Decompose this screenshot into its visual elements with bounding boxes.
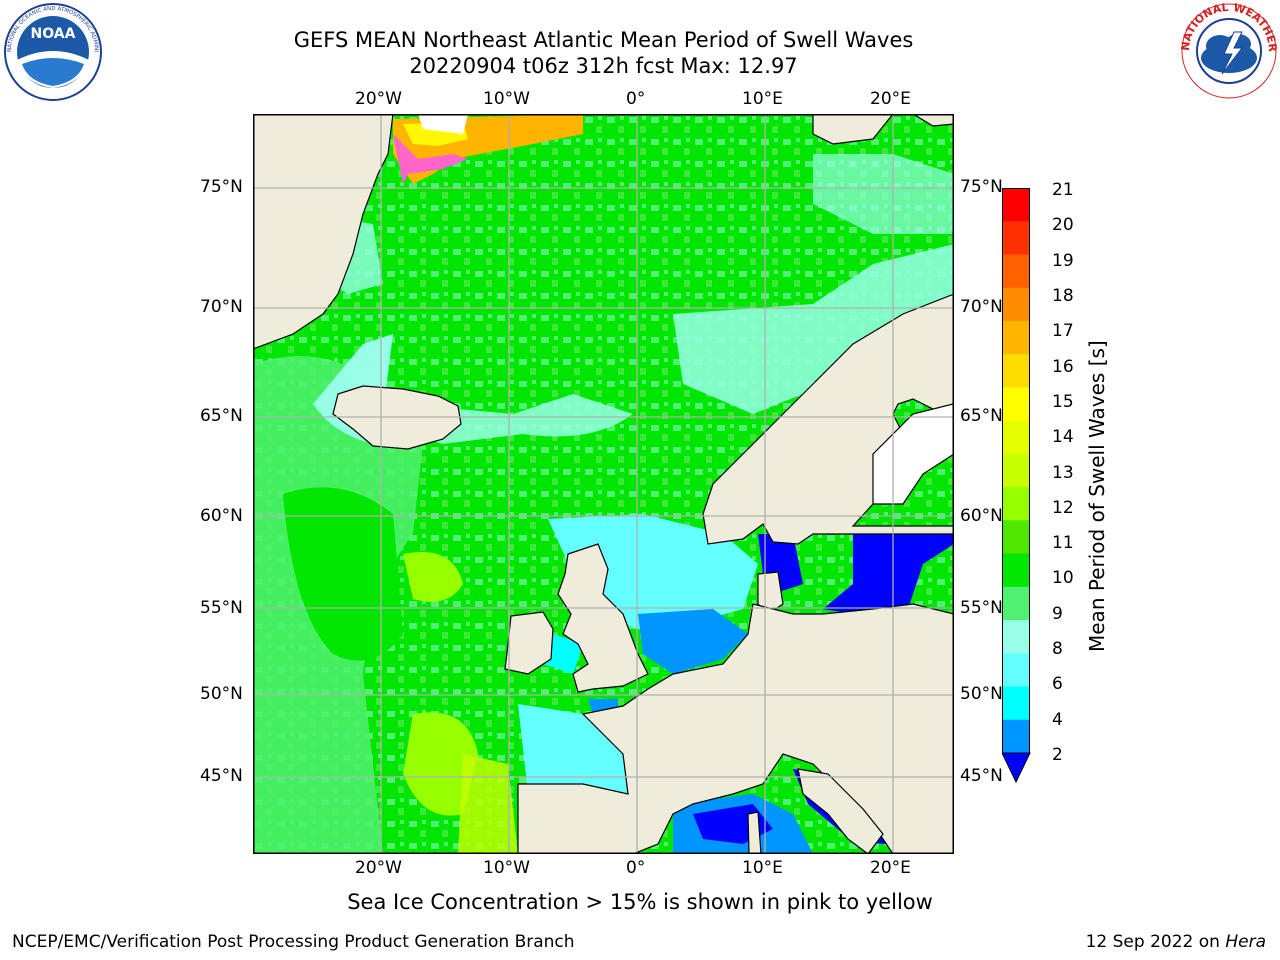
lon-label-bottom: 10°W bbox=[483, 858, 530, 878]
lon-label-bottom: 20°E bbox=[870, 858, 911, 878]
map-title: GEFS MEAN Northeast Atlantic Mean Period… bbox=[293, 28, 914, 52]
lat-label-right: 45°N bbox=[960, 766, 1003, 786]
colorbar-ticks: 21 20 19 18 17 16 15 14 13 12 11 10 9 8 6 4 2 bbox=[1052, 180, 1092, 780]
noaa-logo: NOAA NATIONAL OCEANIC AND ATMOSPHERIC AD… bbox=[0, 0, 104, 102]
colorbar-swatch bbox=[1002, 686, 1030, 721]
lat-label-left: 75°N bbox=[200, 177, 243, 197]
colorbar-tick-label: 21 bbox=[1052, 180, 1074, 200]
lon-label-bottom: 0° bbox=[626, 858, 646, 878]
colorbar-extend-arrow bbox=[1001, 752, 1031, 784]
colorbar-swatch bbox=[1002, 719, 1030, 754]
lon-label-top: 20°W bbox=[355, 89, 402, 109]
colorbar bbox=[1001, 188, 1036, 784]
colorbar-tick-label: 18 bbox=[1052, 285, 1074, 306]
lat-label-right: 75°N bbox=[960, 177, 1003, 197]
footer-host: Hera bbox=[1225, 932, 1266, 952]
colorbar-tick-label: 17 bbox=[1052, 321, 1074, 342]
colorbar-swatch bbox=[1002, 221, 1030, 255]
colorbar-swatch bbox=[1002, 254, 1030, 289]
colorbar-swatch bbox=[1002, 453, 1030, 488]
colorbar-tick-label: 12 bbox=[1052, 497, 1074, 518]
colorbar-tick-label: 4 bbox=[1052, 709, 1063, 730]
lon-label-bottom: 20°W bbox=[355, 858, 402, 878]
colorbar-tick-label: 10 bbox=[1052, 568, 1074, 589]
lat-label-left: 60°N bbox=[200, 506, 243, 526]
colorbar-swatches bbox=[1001, 188, 1031, 784]
colorbar-swatch bbox=[1002, 586, 1030, 621]
colorbar-swatch bbox=[1002, 487, 1030, 521]
colorbar-swatch bbox=[1002, 553, 1030, 588]
footer-date-text: 12 Sep 2022 on bbox=[1085, 932, 1226, 952]
lat-label-left: 55°N bbox=[200, 598, 243, 618]
colorbar-swatch bbox=[1002, 354, 1030, 388]
colorbar-swatch bbox=[1002, 287, 1030, 322]
colorbar-tick-label: 2 bbox=[1052, 745, 1063, 765]
footer-date: 12 Sep 2022 on Hera bbox=[1086, 932, 1266, 952]
lon-label-top: 0° bbox=[626, 89, 646, 109]
lat-label-left: 45°N bbox=[200, 766, 243, 786]
noaa-logo-text: NOAA bbox=[31, 26, 76, 42]
lat-label-right: 50°N bbox=[960, 684, 1003, 704]
colorbar-tick-label: 11 bbox=[1052, 533, 1074, 554]
colorbar-swatch bbox=[1002, 387, 1030, 422]
colorbar-swatch bbox=[1002, 620, 1030, 654]
lat-label-right: 55°N bbox=[960, 598, 1003, 618]
colorbar-outline bbox=[1002, 188, 1030, 754]
colorbar-tick-label: 6 bbox=[1052, 674, 1063, 695]
lon-label-top: 20°E bbox=[870, 89, 911, 109]
colorbar-swatch bbox=[1002, 320, 1030, 355]
colorbar-tick-label: 8 bbox=[1052, 639, 1063, 660]
lat-label-right: 70°N bbox=[960, 297, 1003, 317]
colorbar-tick-label: 14 bbox=[1052, 427, 1074, 448]
footer-credit: NCEP/EMC/Verification Post Processing Pr… bbox=[12, 932, 575, 952]
colorbar-swatch bbox=[1002, 520, 1030, 555]
lon-label-top: 10°E bbox=[742, 89, 783, 109]
lat-label-left: 65°N bbox=[200, 406, 243, 426]
lon-label-top: 10°W bbox=[483, 89, 530, 109]
lon-label-bottom: 10°E bbox=[742, 858, 783, 878]
map-subtitle: 20220904 t06z 312h fcst Max: 12.97 bbox=[409, 54, 798, 78]
colorbar-title: Mean Period of Swell Waves [s] bbox=[1085, 340, 1109, 652]
colorbar-tick-label: 9 bbox=[1052, 603, 1063, 624]
sea-ice-caption: Sea Ice Concentration > 15% is shown in … bbox=[347, 890, 933, 914]
colorbar-swatch bbox=[1002, 653, 1030, 688]
map-panel bbox=[252, 113, 955, 855]
colorbar-tick-label: 13 bbox=[1052, 462, 1074, 483]
colorbar-tick-label: 19 bbox=[1052, 250, 1074, 271]
colorbar-swatch bbox=[1002, 420, 1030, 455]
colorbar-tick-label: 20 bbox=[1052, 215, 1074, 236]
colorbar-tick-label: 16 bbox=[1052, 356, 1074, 377]
colorbar-swatch bbox=[1002, 188, 1030, 222]
nws-logo: NATIONAL WEATHER SERVICE bbox=[1176, 0, 1279, 100]
colorbar-tick-label: 15 bbox=[1052, 391, 1074, 412]
lat-label-right: 65°N bbox=[960, 406, 1003, 426]
lat-label-left: 50°N bbox=[200, 684, 243, 704]
lat-label-right: 60°N bbox=[960, 506, 1003, 526]
swell-map bbox=[252, 113, 955, 855]
lat-label-left: 70°N bbox=[200, 297, 243, 317]
